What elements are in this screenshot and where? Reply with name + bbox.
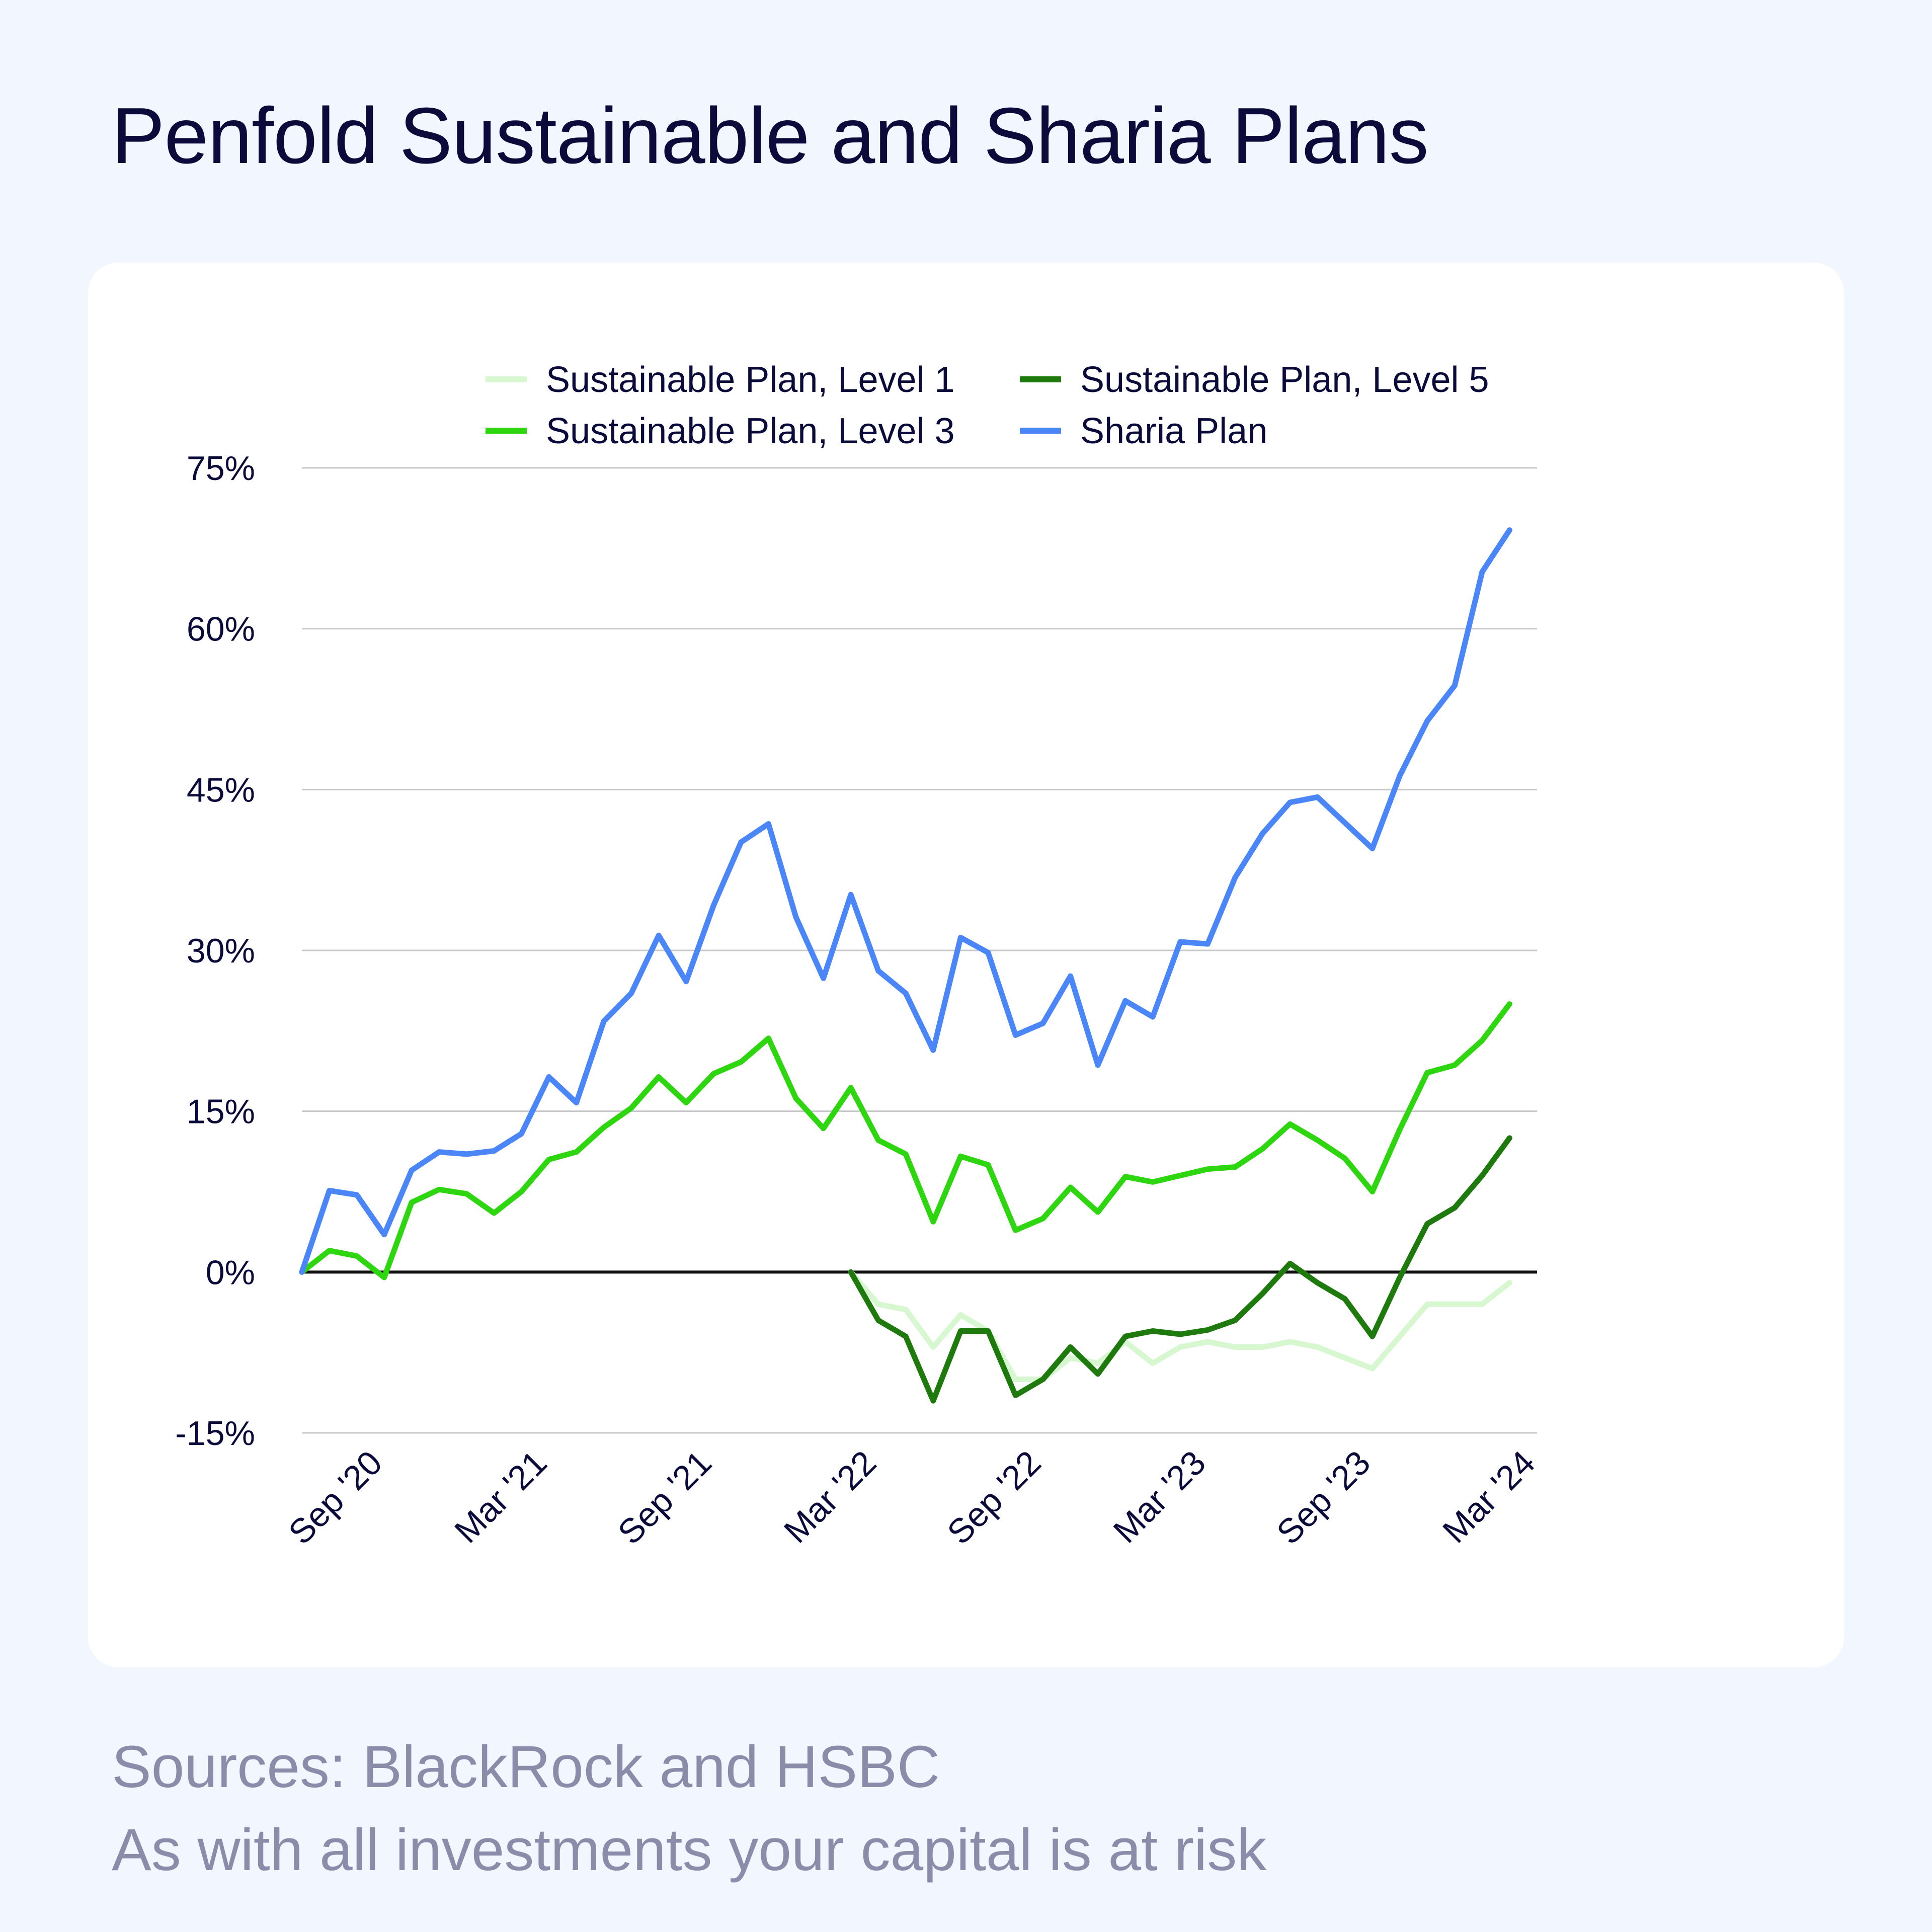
footer: Sources: BlackRock and HSBC As with all … [112, 1726, 1266, 1892]
legend-label: Sustainable Plan, Level 1 [546, 360, 955, 400]
y-tick-label: 0% [206, 1253, 255, 1292]
gridlines [302, 467, 1537, 1434]
series-line-sustainable-plan-level-5 [848, 1135, 1512, 1404]
risk-disclaimer: As with all investments your capital is … [112, 1817, 1267, 1883]
x-tick-label: Mar '23 [1106, 1443, 1213, 1551]
x-tick-label: Sep '21 [611, 1443, 719, 1552]
x-tick-label: Sep '20 [281, 1443, 389, 1552]
y-tick-label: 15% [187, 1093, 255, 1131]
y-tick-label: 60% [187, 610, 255, 649]
legend-label: Sustainable Plan, Level 3 [546, 411, 955, 451]
legend-label: Sustainable Plan, Level 5 [1080, 360, 1489, 400]
y-tick-label: -15% [175, 1414, 255, 1453]
line-chart: 75%60%45%30%15%0%-15% Sep '20 Mar '21 Sep … [175, 360, 1543, 1552]
y-axis: 75% 60% 45% 30% 15% 0% -15% [175, 449, 255, 1453]
series-line-sustainable-plan-level-1 [848, 1269, 1512, 1382]
x-tick-label: Sep '23 [1269, 1443, 1378, 1552]
x-tick-label: Mar '21 [447, 1443, 554, 1551]
x-tick-label: Mar '22 [777, 1443, 884, 1551]
chart-card: 75% 60% 45% 30% 15% 0% -15% Sep '20 Mar '21 Sep … [88, 263, 1844, 1667]
series-line-sharia-plan [299, 527, 1512, 1275]
y-tick-label: 30% [187, 932, 255, 970]
series-lines [299, 527, 1512, 1404]
x-tick-label: Sep '22 [940, 1443, 1048, 1552]
series-line-sustainable-plan-level-3 [299, 1001, 1512, 1280]
legend: Sustainable Plan, Level 1 Sustainable Pla… [486, 360, 1489, 451]
page-title: Penfold Sustainable and Sharia Plans [112, 92, 1429, 180]
legend-label: Sharia Plan [1080, 411, 1267, 451]
x-tick-label: Mar '24 [1435, 1443, 1543, 1551]
y-tick-label: 45% [187, 771, 255, 809]
x-axis: Sep '20 Mar '21 Sep '21 Mar '22 Sep '22 Mar '… [281, 1443, 1543, 1552]
sources-note: Sources: BlackRock and HSBC [112, 1734, 940, 1800]
y-tick-label: 75% [187, 449, 255, 488]
